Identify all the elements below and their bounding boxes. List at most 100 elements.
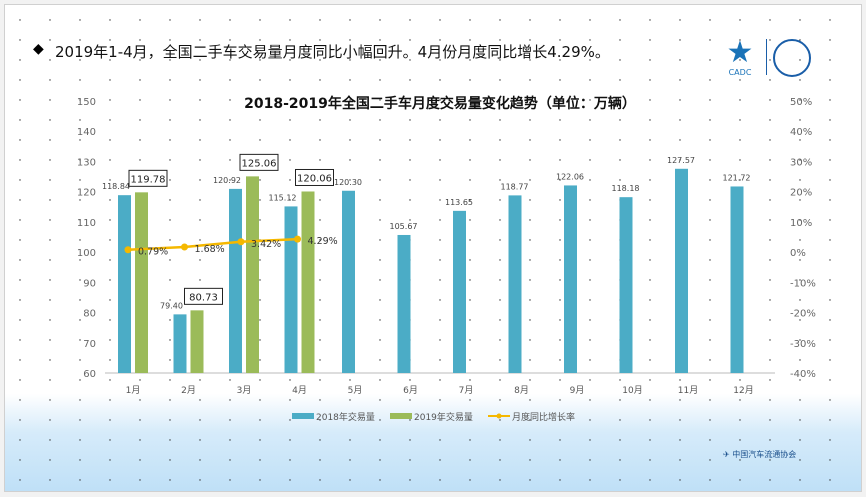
grid-dot xyxy=(499,99,501,101)
x-tick: 4月 xyxy=(292,385,307,396)
label-2018: 120.92 xyxy=(213,176,241,185)
grid-dot xyxy=(289,399,291,401)
grid-dot xyxy=(559,119,561,121)
grid-dot xyxy=(439,139,441,141)
grid-dot xyxy=(619,59,621,61)
label-2018: 127.57 xyxy=(667,156,695,165)
grid-dot xyxy=(769,79,771,81)
grid-dot xyxy=(139,59,141,61)
grid-dot xyxy=(109,299,111,301)
grid-dot xyxy=(19,19,21,21)
grid-dot xyxy=(169,39,171,41)
grid-dot xyxy=(439,459,441,461)
grid-dot xyxy=(439,419,441,421)
grid-dot xyxy=(799,459,801,461)
grid-dot xyxy=(379,199,381,201)
grid-dot xyxy=(649,359,651,361)
grid-dot xyxy=(289,99,291,101)
label-2018: 118.84 xyxy=(102,182,130,191)
grid-dot xyxy=(169,99,171,101)
grid-dot xyxy=(679,19,681,21)
grid-dot xyxy=(349,179,351,181)
grid-dot xyxy=(769,439,771,441)
grid-dot xyxy=(799,219,801,221)
grid-dot xyxy=(79,339,81,341)
grid-dot xyxy=(499,319,501,321)
grid-dot xyxy=(529,39,531,41)
grid-dot xyxy=(439,219,441,221)
label-2019: 80.73 xyxy=(189,292,218,303)
grid-dot xyxy=(439,319,441,321)
grid-dot xyxy=(829,219,831,221)
bar-2018 xyxy=(118,195,131,373)
grid-dot xyxy=(589,179,591,181)
grid-dot xyxy=(169,399,171,401)
grid-dot xyxy=(289,79,291,81)
grid-dot xyxy=(109,119,111,121)
grid-dot xyxy=(169,459,171,461)
grid-dot xyxy=(19,259,21,261)
grid-dot xyxy=(559,219,561,221)
grid-dot xyxy=(199,379,201,381)
grid-dot xyxy=(19,99,21,101)
grid-dot xyxy=(649,299,651,301)
grid-dot xyxy=(799,139,801,141)
grid-dot xyxy=(799,339,801,341)
grid-dot xyxy=(259,439,261,441)
grid-dot xyxy=(709,379,711,381)
grid-dot xyxy=(259,199,261,201)
rate-point xyxy=(124,246,132,254)
grid-dot xyxy=(739,79,741,81)
grid-dot xyxy=(139,479,141,481)
grid-dot xyxy=(79,459,81,461)
grid-dot xyxy=(769,319,771,321)
grid-dot xyxy=(499,79,501,81)
grid-dot xyxy=(619,99,621,101)
grid-dot xyxy=(649,439,651,441)
grid-dot xyxy=(559,479,561,481)
grid-dot xyxy=(109,219,111,221)
grid-dot xyxy=(19,59,21,61)
grid-dot xyxy=(649,479,651,481)
grid-dot xyxy=(499,199,501,201)
grid-dot xyxy=(169,259,171,261)
grid-dot xyxy=(739,99,741,101)
rate-point xyxy=(181,243,188,251)
grid-dot xyxy=(769,359,771,361)
grid-dot xyxy=(49,19,51,21)
grid-dot xyxy=(199,139,201,141)
grid-dot xyxy=(289,59,291,61)
grid-dot xyxy=(439,439,441,441)
bar-2019 xyxy=(246,176,259,373)
label-2018: 79.40 xyxy=(160,301,183,310)
x-tick: 7月 xyxy=(459,385,474,396)
grid-dot xyxy=(679,59,681,61)
grid-dot xyxy=(739,39,741,41)
grid-dot xyxy=(589,419,591,421)
grid-dot xyxy=(109,19,111,21)
grid-dot xyxy=(619,399,621,401)
grid-dot xyxy=(199,79,201,81)
grid-dot xyxy=(469,39,471,41)
grid-dot xyxy=(19,479,21,481)
grid-dot xyxy=(79,259,81,261)
grid-dot xyxy=(259,359,261,361)
grid-dot xyxy=(19,379,21,381)
grid-dot xyxy=(319,279,321,281)
grid-dot xyxy=(499,239,501,241)
label-2018: 105.67 xyxy=(390,222,418,231)
grid-dot xyxy=(559,379,561,381)
grid-dot xyxy=(319,379,321,381)
grid-dot xyxy=(589,399,591,401)
grid-dot xyxy=(649,399,651,401)
grid-dot xyxy=(679,139,681,141)
grid-dot xyxy=(379,479,381,481)
y-right-tick: -30% xyxy=(790,339,816,350)
grid-dot xyxy=(649,179,651,181)
grid-dot xyxy=(19,419,21,421)
grid-dot xyxy=(649,119,651,121)
grid-dot xyxy=(529,439,531,441)
y-left-tick: 60 xyxy=(83,369,96,380)
grid-dot xyxy=(739,419,741,421)
legend-swatch-2019 xyxy=(390,413,412,419)
